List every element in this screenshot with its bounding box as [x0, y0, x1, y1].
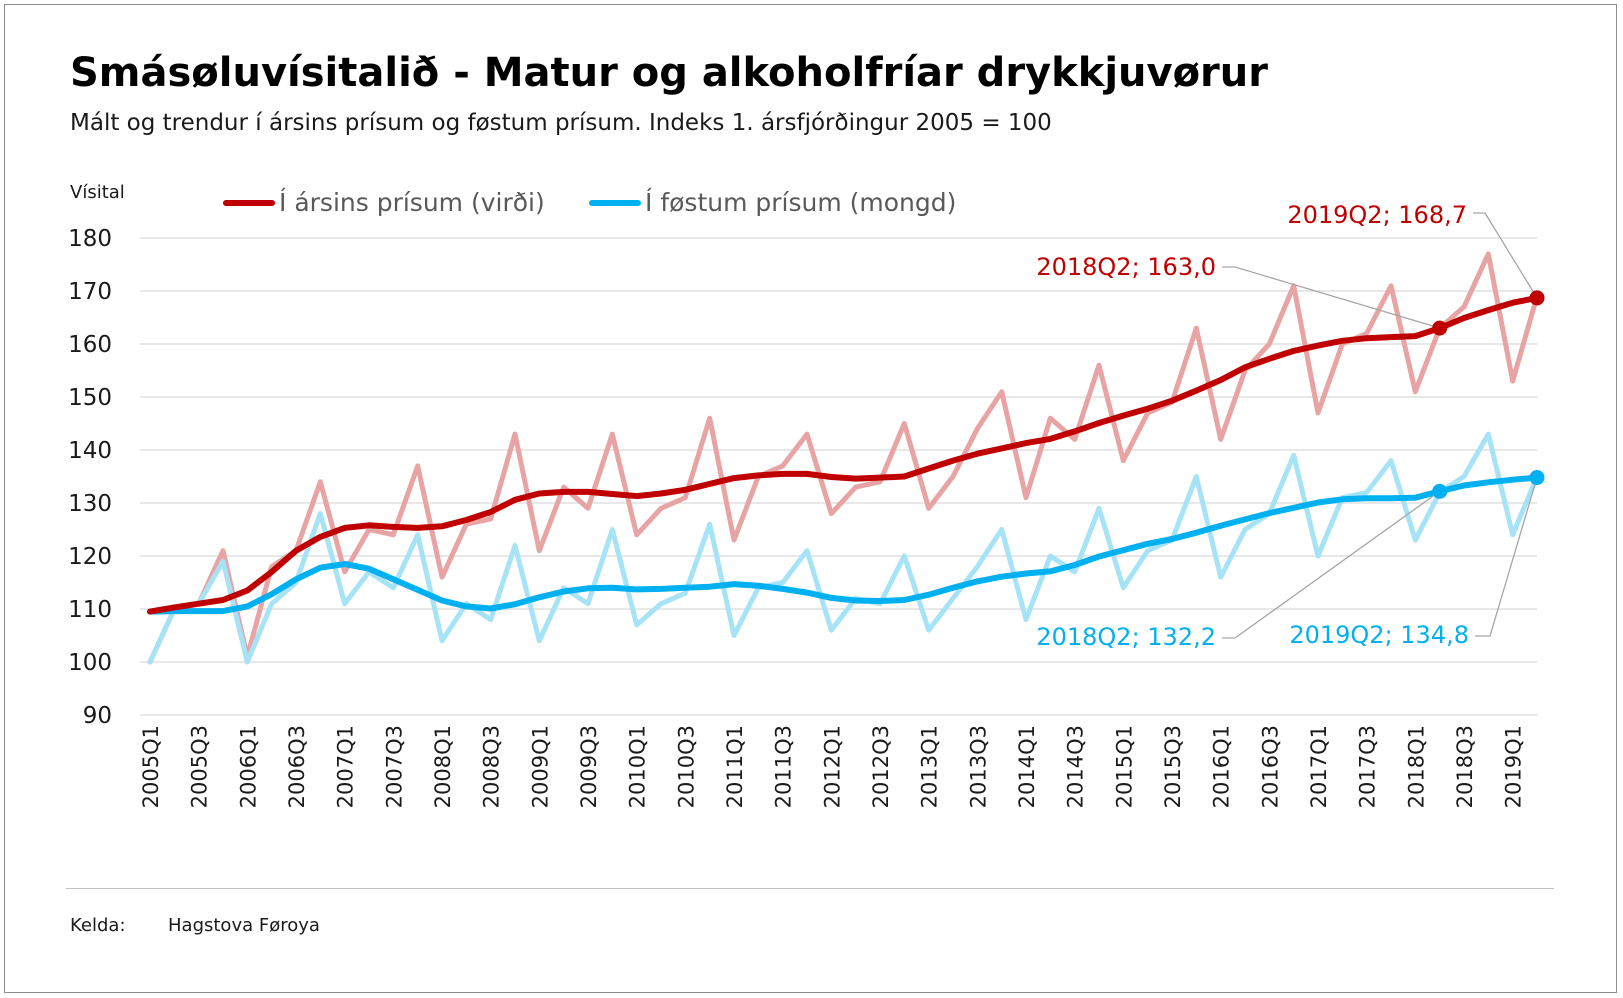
- trend-series-line-real: [147, 474, 1540, 615]
- y-tick-label: 90: [83, 703, 112, 729]
- y-tick-label: 150: [68, 385, 112, 411]
- x-tick-label: 2010Q3: [674, 725, 698, 808]
- legend-label-nominal: Í ársins prísum (virði): [279, 188, 545, 217]
- x-tick-label: 2016Q3: [1258, 725, 1282, 808]
- x-tick-label: 2005Q1: [139, 725, 163, 808]
- source-label: Kelda:: [70, 915, 126, 936]
- x-tick-label: 2009Q3: [577, 725, 601, 808]
- y-tick-label: 140: [68, 438, 112, 464]
- annotation-marker: [1529, 470, 1545, 486]
- x-tick-label: 2010Q1: [626, 725, 650, 808]
- x-tick-label: 2016Q1: [1210, 725, 1234, 808]
- x-tick-label: 2008Q3: [480, 725, 504, 808]
- y-tick-label: 100: [68, 650, 112, 676]
- y-axis-ticks: 90 100 110 120 130 140 150 160 170 180: [68, 226, 112, 729]
- x-tick-label: 2014Q1: [1015, 725, 1039, 808]
- annotation-label: 2018Q2; 163,0: [1036, 253, 1216, 281]
- chart-title: Smásøluvísitalið - Matur og alkoholfríar…: [70, 50, 1268, 96]
- y-tick-label: 120: [68, 544, 112, 570]
- x-tick-label: 2017Q3: [1356, 725, 1380, 808]
- annotation-label: 2018Q2; 132,2: [1036, 623, 1216, 651]
- trend-series-line-nominal: [147, 294, 1540, 615]
- chart-frame: [4, 4, 1617, 993]
- annotation-marker: [1432, 320, 1448, 336]
- x-tick-label: 2015Q3: [1161, 725, 1185, 808]
- annotation-leader: [1473, 212, 1538, 299]
- annotation-leader: [1475, 477, 1538, 637]
- x-tick-label: 2008Q1: [431, 725, 455, 808]
- x-tick-label: 2007Q1: [334, 725, 358, 808]
- annotation-label: 2019Q2; 168,7: [1287, 201, 1467, 229]
- annotation-marker: [1432, 483, 1448, 499]
- annotations: 2019Q2; 168,7 2018Q2; 163,0 2018Q2; 132,2 2…: [1036, 201, 1545, 651]
- footer-divider: [66, 888, 1554, 889]
- y-axis-label: Vísital: [70, 182, 125, 203]
- y-tick-label: 160: [68, 332, 112, 358]
- x-tick-label: 2014Q3: [1064, 725, 1088, 808]
- annotation-leader: [1222, 490, 1441, 639]
- x-tick-label: 2011Q1: [723, 725, 747, 808]
- x-tick-label: 2019Q1: [1502, 725, 1526, 808]
- source-value: Hagstova Føroya: [168, 915, 320, 936]
- x-tick-label: 2018Q1: [1404, 725, 1428, 808]
- x-tick-label: 2006Q3: [285, 725, 309, 808]
- legend: Í ársins prísum (virði) Í føstum prísum …: [223, 188, 956, 217]
- y-tick-label: 170: [68, 279, 112, 305]
- chart-subtitle: Mált og trendur í ársins prísum og føstu…: [70, 110, 1052, 136]
- y-tick-label: 110: [68, 597, 112, 623]
- annotation-leader: [1222, 266, 1440, 329]
- series-lines: [147, 251, 1540, 665]
- x-axis-ticks: 2005Q1 2005Q3 2006Q1 2006Q3 2007Q1 2007Q3 2008…: [139, 725, 1526, 808]
- x-tick-label: 2011Q3: [772, 725, 796, 808]
- x-tick-label: 2006Q1: [236, 725, 260, 808]
- x-tick-label: 2013Q3: [966, 725, 990, 808]
- annotation-label: 2019Q2; 134,8: [1289, 621, 1469, 649]
- legend-label-real: Í føstum prísum (mongd): [645, 188, 956, 217]
- annotation-marker: [1529, 290, 1545, 306]
- x-tick-label: 2012Q3: [869, 725, 893, 808]
- x-tick-label: 2007Q3: [382, 725, 406, 808]
- y-tick-label: 180: [68, 226, 112, 252]
- x-tick-label: 2009Q1: [528, 725, 552, 808]
- x-tick-label: 2017Q1: [1307, 725, 1331, 808]
- x-tick-label: 2005Q3: [188, 725, 212, 808]
- x-tick-label: 2013Q1: [918, 725, 942, 808]
- x-tick-label: 2012Q1: [820, 725, 844, 808]
- x-tick-label: 2015Q1: [1112, 725, 1136, 808]
- y-tick-label: 130: [68, 491, 112, 517]
- x-tick-label: 2018Q3: [1453, 725, 1477, 808]
- gridlines: [140, 237, 1537, 716]
